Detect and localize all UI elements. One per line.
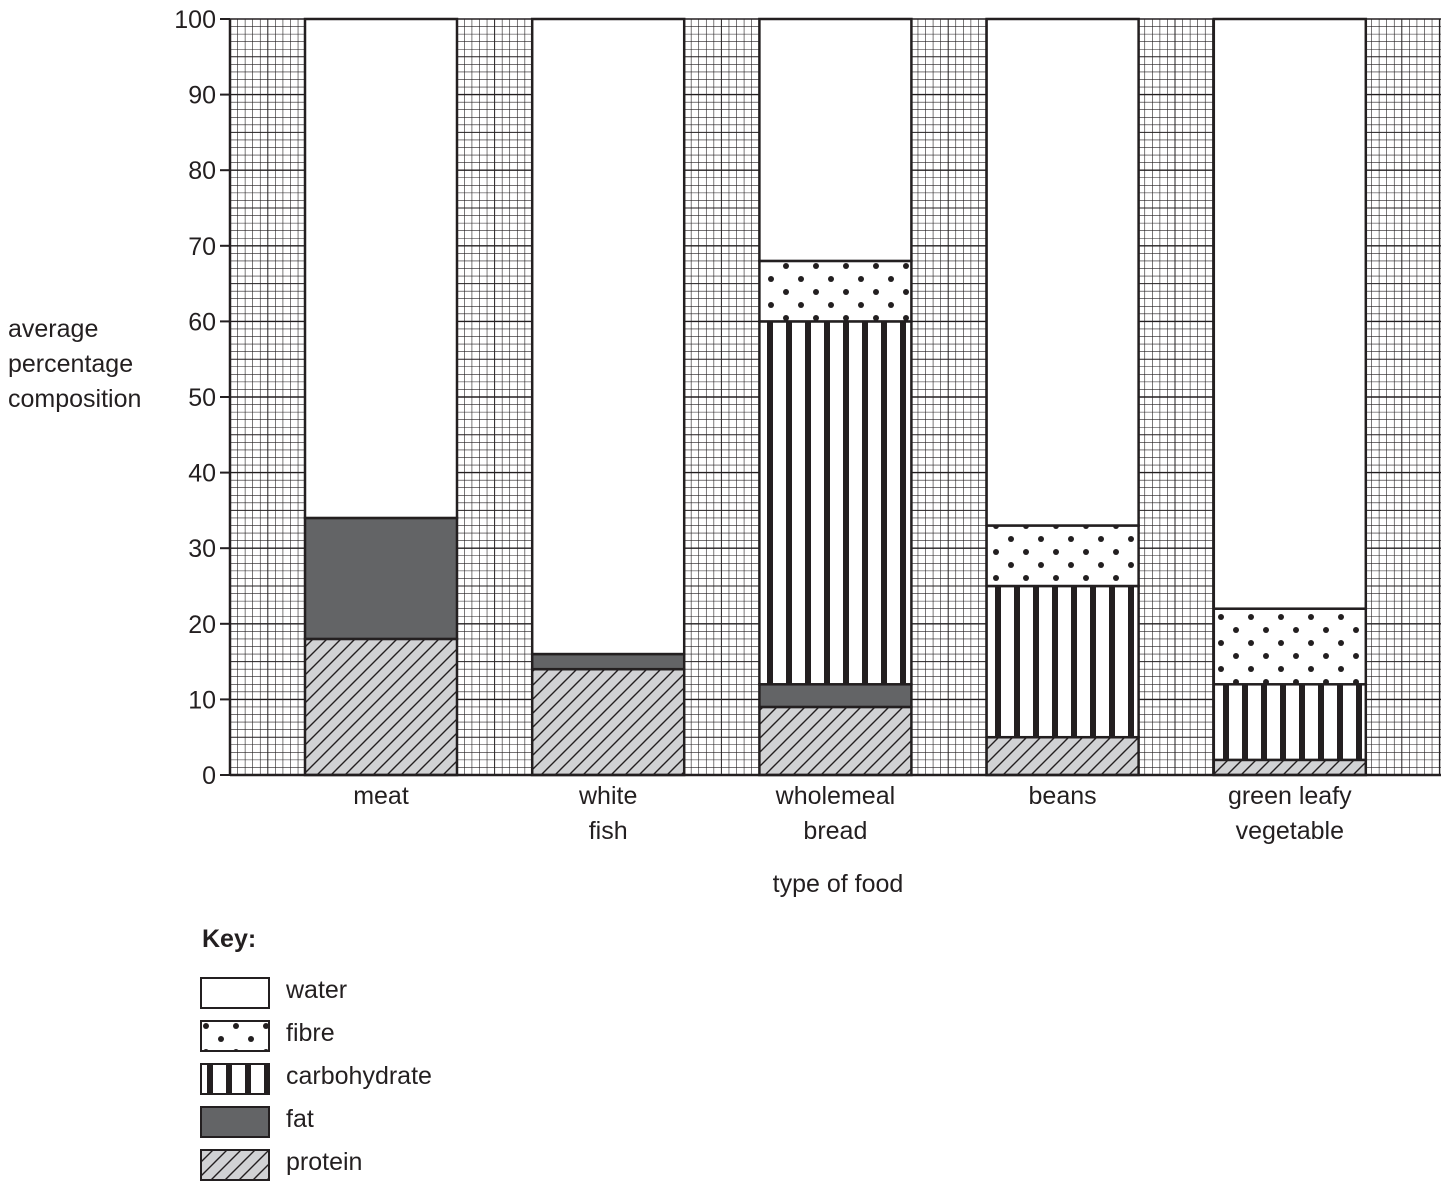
bar-segment-water [530,17,686,656]
y-tick-label: 80 [188,157,216,185]
bar-segment-fibre [758,259,913,323]
x-tick-label-line: fish [589,817,628,845]
axes: meat white fish wholemeal bread beans green le… [174,6,1441,845]
legend-label: protein [286,1148,363,1176]
stacked-bar-chart: meat white fish wholemeal bread beans green le… [174,6,1441,845]
x-tick-label-line: white [578,782,637,810]
bar-segment-fat [530,652,686,671]
legend-swatch-fibre [200,1020,270,1052]
bar-segment-protein [303,637,459,777]
legend-label: water [286,976,348,1004]
bar-segment-protein [758,705,913,777]
x-tick-label-line: bread [803,817,867,845]
bar-segment-fibre [1212,607,1368,686]
y-axis-label-line: composition [8,385,142,413]
bar-segment-water [758,17,913,263]
y-tick-label: 60 [188,308,216,336]
bar-segment-carbohydrate [758,320,913,686]
bar-segment-fibre [985,524,1140,588]
x-tick-label: wholemeal bread [775,782,896,845]
x-tick-label: green leafy vegetable [1228,782,1352,845]
y-axis-label-line: percentage [8,350,134,378]
legend-label: carbohydrate [286,1062,432,1090]
bar-segment-protein [530,667,686,777]
bar-segment-water [985,17,1140,527]
y-tick-label: 0 [202,762,216,790]
x-tick-label-line: green leafy [1228,782,1352,810]
y-axis-label-line: average [8,315,99,343]
bar-segment-carbohydrate [985,584,1140,739]
bar-segment-protein [985,735,1140,777]
x-tick-label: beans [1029,782,1097,810]
legend-swatch-fat [200,1106,270,1138]
y-tick-label: 20 [188,611,216,639]
y-tick-label: 40 [188,460,216,488]
x-tick-label-line: vegetable [1236,817,1344,845]
x-tick-label: meat [353,782,409,810]
y-tick-label: 100 [174,6,216,34]
x-tick-label-line: wholemeal [775,782,896,810]
y-tick-label: 10 [188,686,216,714]
bar-segment-fat [758,683,913,709]
y-tick-label: 50 [188,384,216,412]
x-axis-label: type of food [772,870,904,898]
x-tick-label-line: beans [1029,782,1097,810]
y-axis-label: average percentage composition [8,312,141,417]
bars [303,17,1368,777]
bar-segment-water [1212,17,1368,610]
y-tick-label: 30 [188,535,216,563]
legend-title: Key: [202,925,257,953]
legend-swatch-carbohydrate [200,1063,270,1095]
legend-label: fibre [286,1019,335,1047]
legend-swatch-water [200,977,270,1009]
bar-segment-protein [1212,758,1368,777]
legend-label: fat [286,1105,314,1133]
bar-segment-fat [303,516,459,641]
x-tick-label: white fish [578,782,637,845]
x-tick-label-line: meat [353,782,409,810]
bar-segment-water [303,17,459,520]
legend-swatch-protein [200,1149,270,1181]
bar-segment-carbohydrate [1212,683,1368,762]
y-tick-label: 70 [188,233,216,261]
y-tick-label: 90 [188,82,216,110]
